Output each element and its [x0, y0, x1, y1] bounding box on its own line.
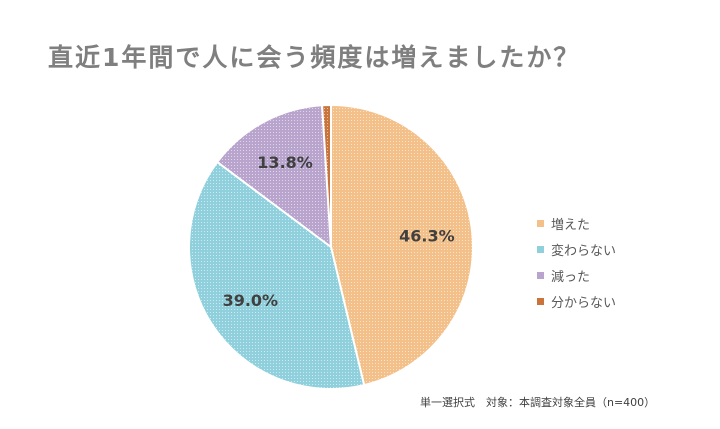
- legend-item-unknown: 分からない: [537, 291, 616, 312]
- legend-item-unchanged: 変わらない: [537, 239, 616, 260]
- survey-note: 単一選択式 対象：本調査対象全員（n=400）: [420, 396, 656, 409]
- legend-swatch-unknown: [537, 298, 544, 305]
- legend-label-unchanged: 変わらない: [551, 244, 617, 259]
- pie-slice-unknown: [321, 103, 332, 248]
- legend-label-decreased: 減った: [551, 270, 591, 285]
- chart-legend: 増えた 変わらない 減った 分からない: [537, 213, 616, 317]
- legend-item-increased: 増えた: [537, 213, 616, 234]
- legend-label-unknown: 分からない: [551, 296, 617, 311]
- legend-label-increased: 増えた: [551, 218, 591, 233]
- pie-slice-decreased: [215, 104, 333, 250]
- legend-swatch-unchanged: [537, 246, 544, 253]
- legend-swatch-increased: [537, 220, 544, 227]
- slice-label-increased: 46.3%: [399, 227, 455, 246]
- pie-slice-increased: [330, 103, 474, 387]
- legend-swatch-decreased: [537, 272, 544, 279]
- pie-slice-unchanged: [188, 160, 366, 390]
- slice-label-unchanged: 39.0%: [223, 291, 279, 310]
- slice-label-decreased: 13.8%: [257, 153, 313, 172]
- chart-title: 直近1年間で人に会う頻度は増えましたか？: [48, 43, 581, 72]
- legend-item-decreased: 減った: [537, 265, 616, 286]
